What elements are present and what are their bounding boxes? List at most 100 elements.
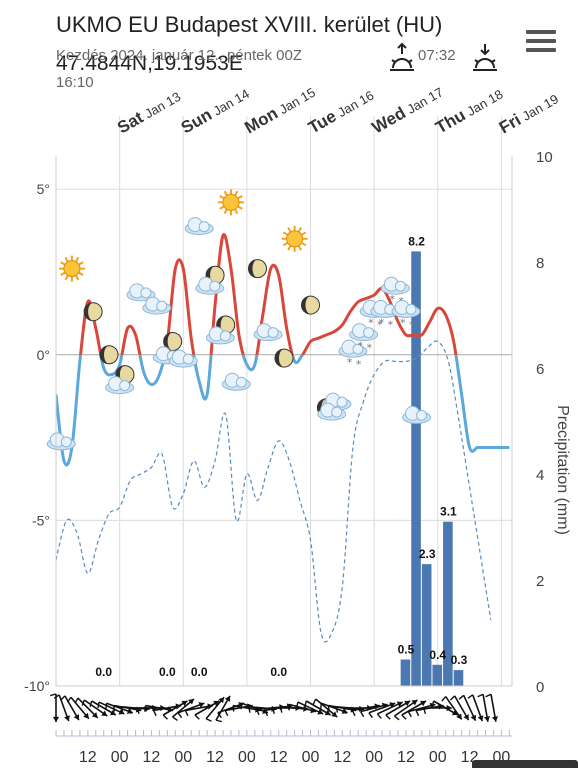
day-date: Jan 18 <box>464 87 505 120</box>
x-tick-label: 00 <box>111 749 129 766</box>
wind-head <box>456 713 462 720</box>
wind-barb <box>194 714 200 720</box>
precip-label: 0.4 <box>429 648 446 662</box>
cloud-puff <box>267 327 279 339</box>
cloud-icon <box>253 323 283 342</box>
precip-zero-label: 0.0 <box>159 665 176 679</box>
location-coordinates: 47.4844N,19.1953E <box>56 52 243 75</box>
sun-ray <box>237 205 243 210</box>
y-left-tick: -5° <box>32 512 50 528</box>
sun-ray <box>297 227 302 233</box>
wind-arrow-icon <box>97 701 125 715</box>
day-name: Fri <box>496 110 524 137</box>
y-right-tick: 10 <box>536 149 553 166</box>
wind-barb <box>256 708 260 716</box>
cloud-puff <box>198 221 210 233</box>
cloud-puff <box>394 280 406 292</box>
wind-barb <box>89 700 93 707</box>
wind-head <box>483 716 491 722</box>
day-date: Jan 16 <box>335 88 376 121</box>
day-name: Wed <box>369 103 409 137</box>
wind-head <box>101 710 108 717</box>
x-tick-label: 12 <box>206 749 224 766</box>
wind-barb <box>485 693 492 698</box>
sun-disc <box>222 193 240 211</box>
sun-ray <box>219 205 225 210</box>
day-date: Jan 15 <box>277 85 318 118</box>
wind-arrow-icon <box>162 700 188 720</box>
precip-bar <box>432 664 443 686</box>
cloud-icon <box>168 349 198 368</box>
sun-ray <box>60 261 66 266</box>
wind-barb <box>351 710 356 717</box>
sun-disc <box>63 260 81 278</box>
wind-barb <box>232 705 235 712</box>
wind-barb <box>60 695 66 701</box>
y-right-tick: 6 <box>536 361 544 378</box>
sun-ray <box>282 241 289 247</box>
wind-barb <box>66 696 72 703</box>
x-tick-label: 12 <box>79 749 97 766</box>
moon-shadow <box>163 332 173 351</box>
snowflake-icon: * <box>388 318 394 331</box>
sun-ray <box>297 245 302 251</box>
wind-barb <box>53 694 60 699</box>
wind-barb <box>97 701 100 709</box>
x-tick-label: 12 <box>270 749 288 766</box>
hamburger-menu-icon[interactable] <box>526 30 556 54</box>
x-tick-label: 00 <box>174 749 192 766</box>
day-label: WedJan 17 <box>369 82 447 138</box>
wind-arrow-icon <box>485 693 499 722</box>
wind-barb <box>162 714 168 720</box>
wind-arrow-icon <box>477 693 491 722</box>
cloud-snow-icon: ** <box>391 299 421 331</box>
y-right-tick: 8 <box>536 255 544 272</box>
precipitation-bars <box>400 251 464 686</box>
moon-shadow <box>100 345 110 364</box>
precip-zero-label: 0.0 <box>270 665 287 679</box>
day-label: SunJan 14 <box>178 83 253 137</box>
moon-icon <box>83 302 103 322</box>
wind-barb <box>296 701 299 709</box>
wind-arrows <box>50 693 499 723</box>
precip-zero-label: 0.0 <box>191 665 208 679</box>
sun-ray <box>75 256 80 263</box>
wind-arrow-icon <box>401 700 427 720</box>
cloud-snow-icon: ** <box>338 339 368 371</box>
snowflake-icon: * <box>356 358 362 371</box>
precip-bar <box>443 521 453 686</box>
wind-head <box>396 701 403 708</box>
snowflake-icon: * <box>367 342 373 355</box>
wind-head <box>109 709 116 716</box>
cloud-puff <box>331 406 343 418</box>
wind-head <box>118 708 125 715</box>
wind-arrow-icon <box>50 693 60 722</box>
wind-head <box>331 711 338 717</box>
sunrise-time: 07:32 <box>418 47 456 64</box>
x-tick-label: 00 <box>302 749 320 766</box>
moon-shadow <box>248 259 258 278</box>
wind-head <box>188 699 194 705</box>
cloud-puff <box>209 280 221 292</box>
wind-arrow-icon <box>458 694 477 722</box>
wind-arrow-icon <box>66 696 90 720</box>
wind-barb <box>401 714 407 720</box>
wind-barb <box>312 698 317 705</box>
moon-shadow <box>301 296 311 315</box>
wind-head <box>91 712 98 718</box>
wind-head <box>420 700 427 707</box>
precip-label: 8.2 <box>408 234 425 248</box>
y-right-tick: 2 <box>536 573 544 590</box>
bottom-tab[interactable] <box>472 760 578 768</box>
x-tick-label: 00 <box>429 749 447 766</box>
wind-arrow-icon <box>74 697 99 719</box>
wind-arrow-icon <box>205 696 225 722</box>
x-tick-label: 00 <box>238 749 256 766</box>
wind-arrow-icon <box>449 695 470 721</box>
day-date: Jan 19 <box>520 91 561 124</box>
cloud-icon <box>142 296 172 315</box>
wind-barb <box>335 706 339 713</box>
moon-shadow <box>275 349 284 368</box>
issued-line: Kezdés 2024. január 12., péntek 00Z <box>56 47 303 64</box>
day-name: Mon <box>241 104 281 138</box>
